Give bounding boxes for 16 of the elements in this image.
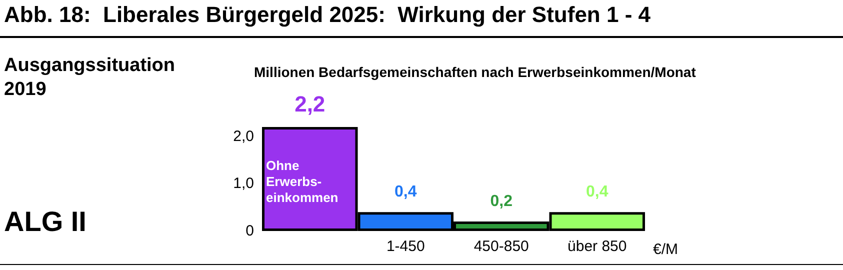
text: Ausgangssituation 2019	[4, 54, 176, 102]
chart-subtitle: Millionen Bedarfsgemeinschaften nach Erwerbseinkommen/Monat	[254, 64, 696, 80]
data-label: 0,4	[394, 184, 417, 201]
y-tick-label: 0	[246, 222, 254, 240]
x-axis-title: €/M	[653, 241, 678, 258]
annotation: Ohne Erwerbs- einkommen	[266, 158, 340, 206]
x-tick-label: über 850	[568, 238, 627, 255]
data-label: 0,2	[490, 193, 513, 210]
data-label: 2,2	[294, 92, 326, 116]
chart-title: Abb. 18: Liberales Bürgergeld 2025: Wirkung der Stufen 1 - 4	[4, 2, 651, 28]
data-label: 0,4	[586, 184, 608, 201]
y-tick-label: 2,0	[233, 128, 254, 145]
x-tick-label: 1-450	[386, 238, 425, 255]
x-tick-label: 450-850	[474, 238, 529, 255]
y-tick-label: 1,0	[233, 175, 254, 192]
text: ALG II	[4, 206, 86, 238]
